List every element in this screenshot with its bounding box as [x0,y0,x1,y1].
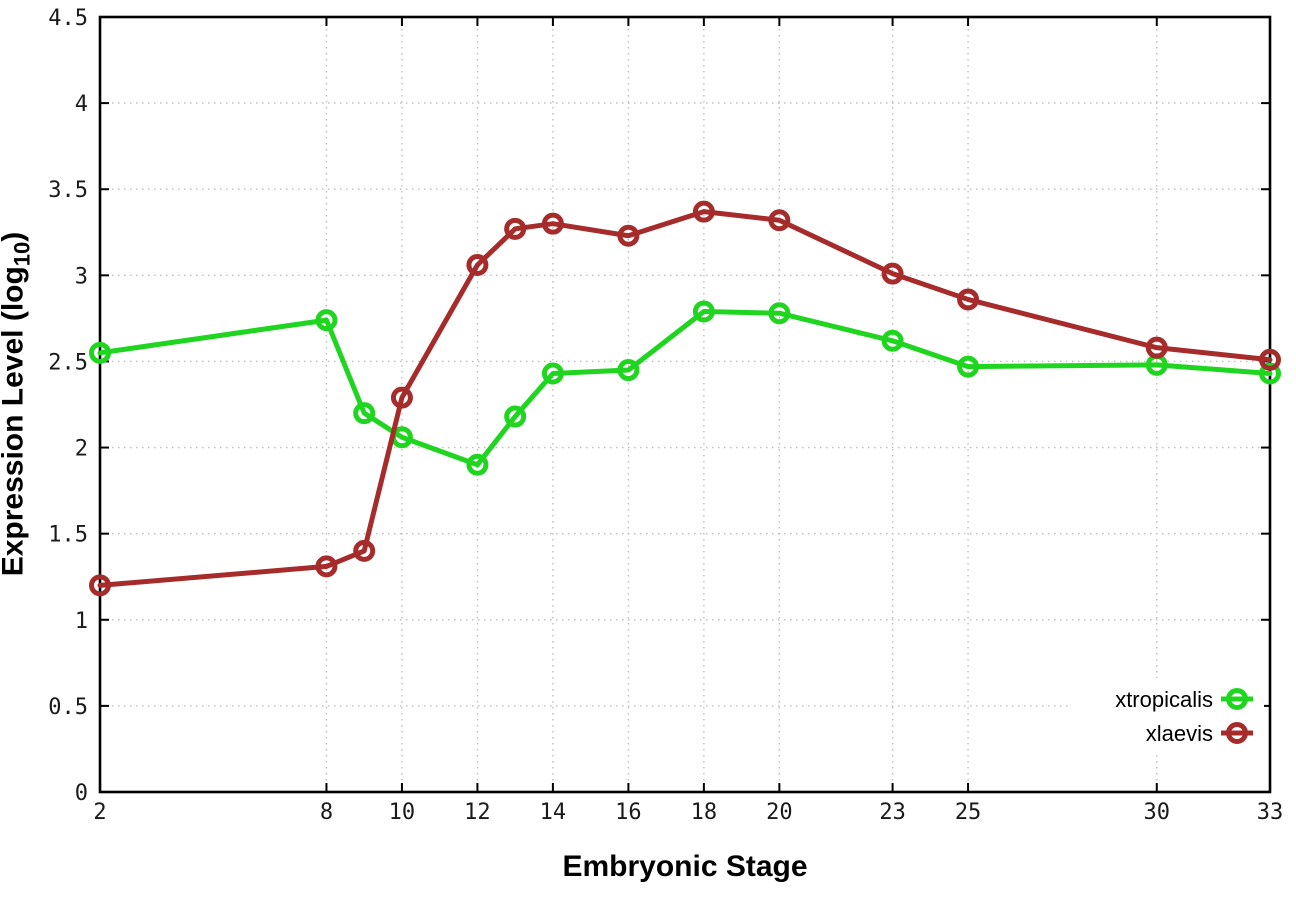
legend-label-xlaevis: xlaevis [1146,721,1213,746]
y-axis-label-subscript: 10 [9,241,35,267]
data-point-marker-xlaevis [768,209,791,232]
data-point-marker-xlaevis [89,574,111,597]
y-tick-label: 0.5 [48,695,88,720]
data-point-marker-xtropicalis [692,300,715,323]
y-tick-label: 2.5 [48,350,88,375]
data-point-marker-xlaevis [541,212,564,235]
data-point-marker-xlaevis [881,262,904,285]
data-point-marker-xtropicalis [504,405,527,428]
data-point-marker-xtropicalis [89,341,111,364]
x-tick-label: 18 [691,800,718,825]
legend-marker-icon-xtropicalis [1226,688,1248,710]
x-tick-label: 30 [1144,800,1171,825]
data-point-marker-xtropicalis [768,302,791,325]
data-point-marker-xlaevis [957,288,980,311]
data-point-marker-xlaevis [390,386,413,409]
y-tick-label: 3.5 [48,178,88,203]
legend-label-xtropicalis: xtropicalis [1115,687,1213,712]
y-tick-label: 1.5 [48,523,88,548]
data-point-marker-xtropicalis [541,362,564,385]
y-tick-label: 2 [75,437,88,462]
data-point-marker-xlaevis [1145,336,1168,359]
series-line-xlaevis [97,209,1273,588]
y-axis-label: Expression Level (log10) [0,232,36,577]
y-tick-label: 4.5 [48,6,88,31]
x-tick-label: 14 [540,800,567,825]
data-point-marker-xlaevis [353,539,376,562]
y-tick-label: 4 [75,92,88,117]
y-tick-label: 0 [75,781,88,806]
x-tick-label: 25 [955,800,982,825]
legend-marker-icon-xlaevis [1226,722,1248,744]
x-tick-label: 2 [93,800,106,825]
x-tick-label: 8 [320,800,333,825]
data-point-marker-xlaevis [504,217,527,240]
data-point-marker-xtropicalis [315,309,338,332]
y-axis-label-close: ) [0,232,30,242]
x-tick-label: 33 [1257,800,1284,825]
data-point-marker-xlaevis [315,555,338,578]
x-tick-label: 20 [766,800,793,825]
x-tick-label: 10 [389,800,416,825]
x-axis-label: Embryonic Stage [562,850,808,883]
data-point-marker-xtropicalis [617,359,640,382]
data-point-marker-xlaevis [617,224,640,247]
x-tick-label: 12 [464,800,491,825]
series-line-xtropicalis [97,309,1273,468]
data-point-marker-xlaevis [692,200,715,223]
data-point-marker-xtropicalis [353,402,376,425]
data-point-marker-xlaevis [1259,348,1281,371]
data-point-marker-xtropicalis [957,355,980,378]
data-point-marker-xtropicalis [466,453,489,476]
plot-border [98,15,1272,794]
data-point-marker-xtropicalis [881,329,904,352]
y-tick-label: 1 [75,609,88,634]
x-tick-label: 23 [879,800,906,825]
data-point-marker-xlaevis [466,254,489,276]
x-tick-label: 16 [615,800,642,825]
data-point-marker-xtropicalis [1259,362,1281,385]
y-tick-label: 3 [75,264,88,289]
y-axis-label-text: Expression Level (log [0,266,30,577]
